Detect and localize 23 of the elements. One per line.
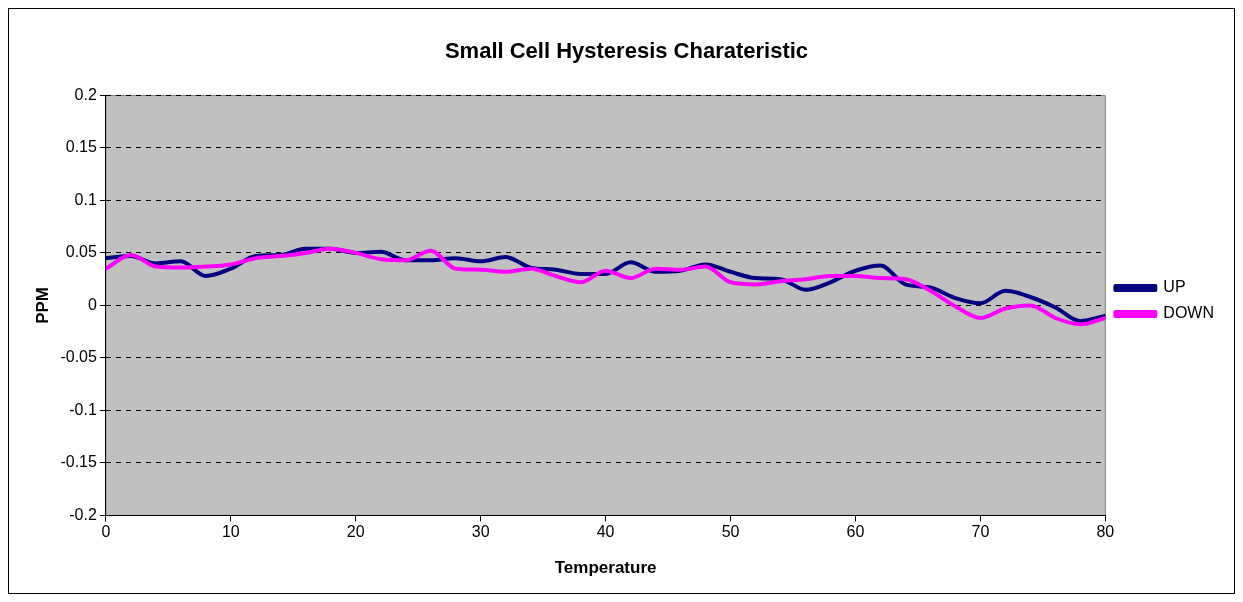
y-tick-label: 0 xyxy=(87,295,97,313)
y-tick-label: -0.15 xyxy=(60,453,97,471)
y-axis-title: PPM xyxy=(32,286,52,324)
x-tick-label: 30 xyxy=(471,523,490,541)
x-tick-label: 40 xyxy=(596,523,615,541)
x-tick-label: 60 xyxy=(846,523,865,541)
x-tick-label: 0 xyxy=(101,523,111,541)
legend-label: UP xyxy=(1163,278,1186,296)
y-tick-label: -0.2 xyxy=(69,505,97,523)
y-tick-label: 0.1 xyxy=(74,190,97,208)
y-tick-label: 0.2 xyxy=(74,85,97,103)
y-tick-label: -0.05 xyxy=(60,348,97,366)
chart-title: Small Cell Hysteresis Charateristic xyxy=(444,38,809,64)
x-tick-label: 80 xyxy=(1096,523,1115,541)
y-tick-label: -0.1 xyxy=(69,400,97,418)
x-tick-label: 70 xyxy=(971,523,990,541)
x-tick-label: 50 xyxy=(721,523,740,541)
x-tick-label: 20 xyxy=(346,523,365,541)
y-tick-label: 0.15 xyxy=(65,138,97,156)
x-tick-label: 10 xyxy=(221,523,240,541)
legend-label: DOWN xyxy=(1163,304,1214,322)
x-axis-title: Temperature xyxy=(554,558,657,578)
y-tick-label: 0.05 xyxy=(65,243,97,261)
